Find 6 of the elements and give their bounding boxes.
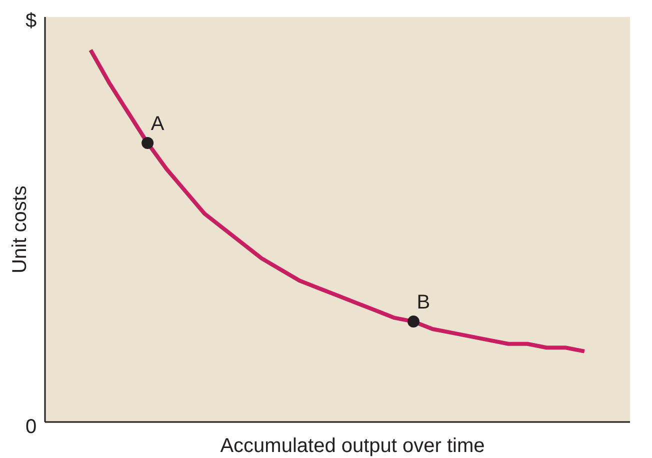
x-axis-title: Accumulated output over time	[220, 435, 485, 457]
annotation: A	[150, 113, 165, 135]
text: $	[25, 10, 37, 32]
annotation: B	[416, 292, 430, 314]
text: 0	[25, 416, 37, 438]
y-axis-title: Unit costs	[9, 186, 31, 274]
